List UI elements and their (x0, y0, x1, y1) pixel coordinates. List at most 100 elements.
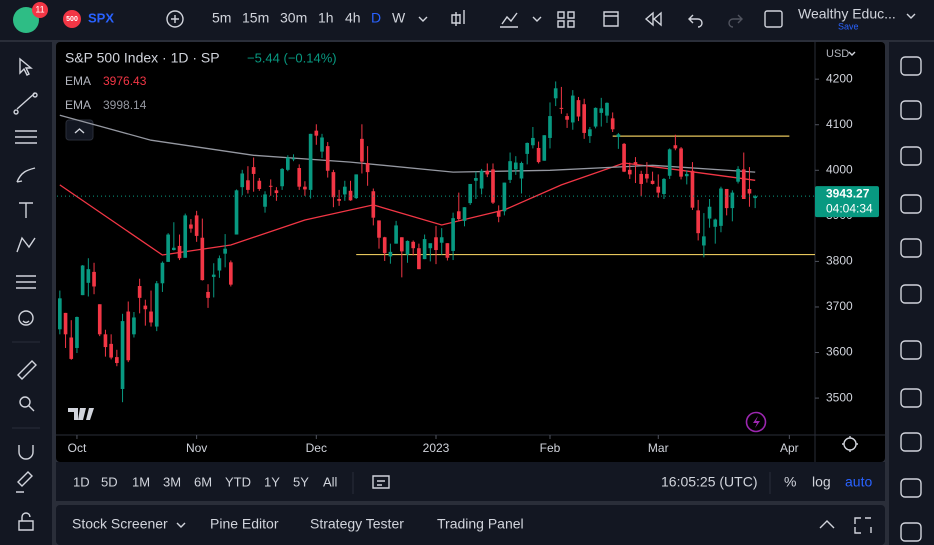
interval-button[interactable]: D (371, 10, 381, 26)
scale-option[interactable]: log (812, 474, 831, 490)
candle-body (605, 102, 609, 116)
scale-option[interactable]: % (784, 474, 796, 490)
candle-body (149, 311, 153, 323)
undo-button[interactable] (688, 14, 703, 28)
cursor-tool[interactable] (19, 57, 33, 76)
candle-body (303, 186, 307, 190)
measure-tool[interactable] (17, 360, 37, 380)
layouts-button[interactable] (557, 11, 575, 28)
candle-body (713, 219, 718, 227)
watchlist-button[interactable] (900, 56, 922, 76)
chart-settings[interactable] (842, 436, 858, 452)
screener-dropdown[interactable] (176, 522, 186, 528)
brush-tool[interactable] (16, 167, 36, 183)
right-sidebar (889, 42, 934, 545)
range-button[interactable]: 6M (194, 474, 212, 489)
bottom-tab[interactable]: Trading Panel (437, 516, 524, 532)
candle-body (371, 191, 376, 218)
text-tool[interactable] (19, 202, 33, 218)
fib-tool[interactable] (15, 130, 37, 144)
date-range-button[interactable] (372, 475, 390, 489)
range-button[interactable]: All (323, 474, 338, 489)
save-button[interactable]: Save (838, 21, 859, 31)
notifications-button[interactable] (900, 432, 922, 452)
y-tick-label: 4100 (826, 117, 853, 131)
range-button[interactable]: 1M (132, 474, 150, 489)
bottom-tab[interactable]: Strategy Tester (310, 516, 404, 532)
bottom-tab[interactable]: Pine Editor (210, 516, 279, 532)
candle-body (348, 190, 353, 201)
candle-body (633, 162, 638, 165)
candle-body (97, 304, 102, 335)
interval-button[interactable]: 15m (242, 10, 269, 26)
ideas-button[interactable] (900, 284, 922, 304)
alert-button[interactable] (603, 11, 619, 27)
hide-drawings[interactable] (18, 512, 34, 531)
candle-body (399, 237, 404, 252)
symbol-icon-text: 500 (66, 16, 78, 23)
zoom-tool[interactable] (19, 396, 35, 412)
pattern-tool[interactable] (16, 236, 36, 253)
layout-dropdown[interactable] (906, 13, 916, 19)
candle-body (576, 100, 581, 117)
clock[interactable]: 16:05:25 (UTC) (661, 474, 757, 490)
candle-body (246, 180, 250, 190)
interval-button[interactable]: 4h (345, 10, 361, 26)
range-button[interactable]: 5D (101, 474, 118, 489)
currency-label[interactable]: USD (826, 48, 849, 60)
candle-body (536, 147, 541, 163)
magnet-tool[interactable] (18, 445, 34, 460)
prediction-tool[interactable] (16, 275, 36, 289)
fullscreen-button[interactable] (764, 10, 783, 28)
candle-body (405, 240, 410, 255)
currency-dropdown[interactable] (848, 51, 856, 56)
data-window-button[interactable] (900, 146, 922, 166)
indicators-button[interactable] (500, 12, 518, 28)
replay-button[interactable] (644, 11, 662, 27)
candle-body (559, 107, 564, 109)
alerts-button[interactable] (900, 100, 922, 120)
maximize-panel[interactable] (854, 517, 872, 534)
interval-button[interactable]: 1h (318, 10, 334, 26)
range-button[interactable]: 5Y (293, 474, 309, 489)
bottom-panel (56, 505, 885, 545)
symbol-name[interactable]: SPX (88, 10, 114, 25)
layout-name[interactable]: Wealthy Educ... (798, 6, 896, 22)
trend-line-tool[interactable] (13, 92, 38, 115)
candle-body (320, 137, 324, 152)
support-button[interactable] (900, 478, 922, 498)
indicators-dropdown[interactable] (532, 16, 542, 22)
range-button[interactable]: 1Y (264, 474, 280, 489)
interval-button[interactable]: W (392, 10, 406, 26)
expand-panel[interactable] (819, 520, 835, 529)
interval-dropdown[interactable] (418, 16, 428, 22)
signals-button[interactable] (900, 522, 922, 542)
candle-body (103, 334, 108, 348)
candle-body (154, 283, 159, 327)
candle-body (531, 137, 535, 146)
scale-option[interactable]: auto (845, 474, 872, 490)
user-avatar[interactable] (13, 7, 39, 33)
streams-button[interactable] (900, 340, 922, 360)
news-button[interactable] (745, 411, 767, 433)
calendar-button[interactable] (900, 238, 922, 258)
hotlists-button[interactable] (900, 194, 922, 214)
candle-body (639, 173, 643, 184)
interval-button[interactable]: 5m (212, 10, 231, 26)
candle-body (394, 225, 398, 244)
range-button[interactable]: 3M (163, 474, 181, 489)
candle-body (382, 237, 387, 254)
x-tick-label: Apr (780, 441, 799, 455)
interval-button[interactable]: 30m (280, 10, 307, 26)
bottom-tab[interactable]: Stock Screener (72, 516, 168, 532)
candle-body (325, 146, 330, 171)
range-button[interactable]: 1D (73, 474, 90, 489)
emoji-tool[interactable] (18, 310, 34, 326)
range-button[interactable]: YTD (225, 474, 251, 489)
chart-type-button[interactable] (451, 10, 465, 26)
candle-body (736, 168, 740, 182)
candle-body (650, 180, 655, 184)
compare-button[interactable] (166, 10, 184, 28)
lock-drawings[interactable] (16, 471, 33, 493)
chats-button[interactable] (900, 388, 922, 408)
